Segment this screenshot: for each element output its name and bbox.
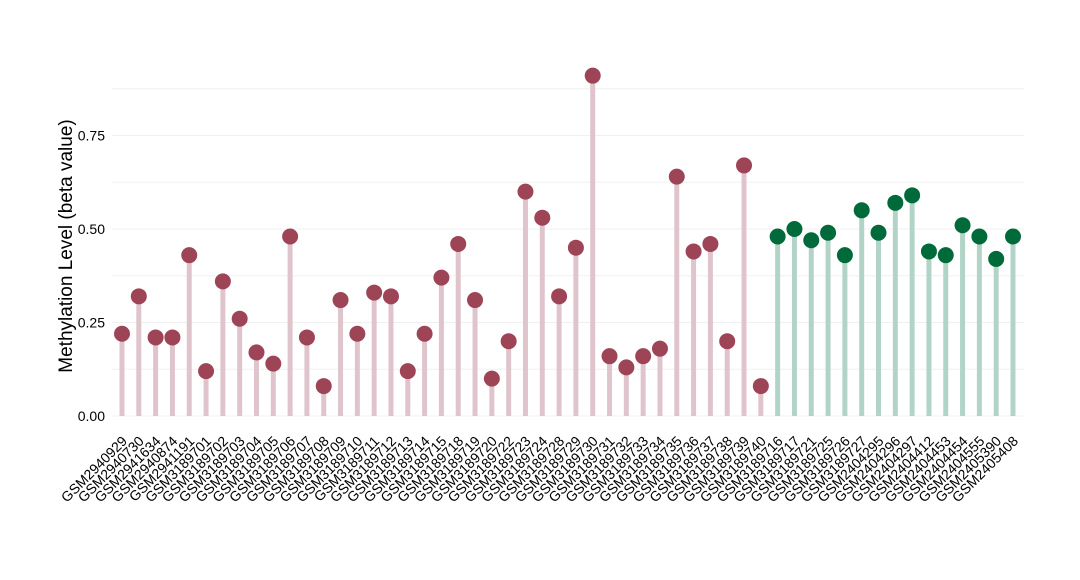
lollipop-point [500,333,517,350]
lollipop-point [349,325,366,342]
lollipop-point [635,348,652,365]
lollipop-point [584,67,601,84]
lollipop-point [315,378,332,395]
y-axis-title: Methylation Level (beta value) [56,119,77,372]
lollipop-point [988,250,1005,267]
lollipop-point [887,194,904,211]
lollipop-point [382,288,399,305]
lollipop-point [214,273,231,290]
lollipop-point [248,344,265,361]
lollipop-point [702,235,719,252]
lollipop-point [416,325,433,342]
lollipop-point [467,292,484,309]
lollipop-point [601,348,618,365]
lollipop-point [937,247,954,264]
lollipop-point [719,333,736,350]
lollipop-point [517,183,534,200]
lollipop-point [130,288,147,305]
lollipop-point [769,228,786,245]
lollipop-point [265,355,282,372]
lollipop-point [685,243,702,260]
lollipop-point [651,340,668,357]
lollipop-point [298,329,315,346]
lollipop-point [971,228,988,245]
lollipop-point [483,370,500,387]
lollipop-point [332,292,349,309]
lollipop-point [567,239,584,256]
x-axis-labels: GSM2940929GSM2940730GSM2941634GSM2940874… [58,433,1022,506]
lollipop-point [114,325,130,342]
lollipop-point [668,168,685,185]
y-tick-label: 0.50 [78,221,105,237]
lollipop-point [198,363,215,380]
lollipop-point [551,288,568,305]
lollipop-point [752,378,769,395]
lollipop-point [904,187,921,204]
lollipop-point [736,157,753,174]
y-tick-label: 0.75 [78,128,105,144]
lollipop-point [231,310,248,327]
lollipop-points [114,67,1021,395]
lollipop-point [786,221,803,237]
lollipop-point [164,329,181,346]
lollipop-point [534,209,551,226]
lollipop-point [181,247,198,264]
lollipop-point [433,269,450,286]
y-tick-label: 0.00 [78,408,105,424]
grid-lines [112,88,1024,417]
lollipop-point [147,329,164,346]
lollipop-point [399,363,416,380]
lollipop-point [954,217,971,234]
y-tick-label: 0.25 [78,315,105,331]
lollipop-point [366,284,383,301]
lollipop-point [450,235,467,252]
lollipop-point [836,247,853,264]
lollipop-point [920,243,937,260]
y-axis-ticks: 0.00 0.25 0.50 0.75 [78,128,105,425]
lollipop-point [870,224,887,241]
lollipop-point [1005,228,1021,245]
lollipop-stems [119,75,1016,416]
lollipop-point [853,202,870,219]
lollipop-point [803,232,820,249]
lollipop-point [618,359,635,376]
lollipop-point [820,224,837,241]
lollipop-point [282,228,299,245]
